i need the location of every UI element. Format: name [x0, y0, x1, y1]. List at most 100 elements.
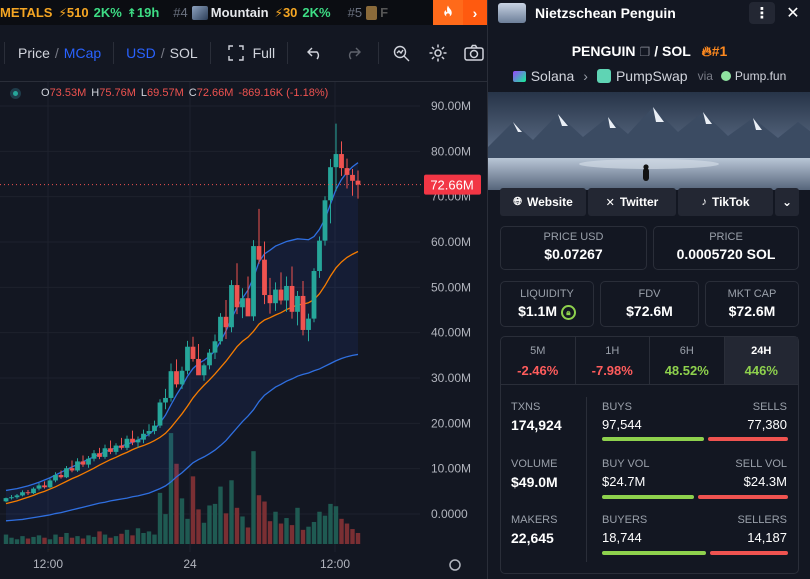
y-tick-label: 80.00M [431, 144, 471, 158]
volume-label: VOLUME [511, 458, 558, 470]
ticker-item-5[interactable]: #5 F [348, 5, 394, 20]
ticker-item-mountain[interactable]: #4 Mountain ⚡ 30 2K% [173, 5, 335, 20]
chart-canvas[interactable]: 90.00M80.00M70.00M60.00M50.00M40.00M30.0… [0, 82, 487, 579]
makers-label: MAKERS [511, 514, 558, 526]
candle-body [229, 285, 234, 328]
candle-body [163, 397, 168, 403]
tab-1h[interactable]: 1H -7.98% [576, 337, 650, 384]
volume-bar [328, 503, 333, 544]
fdv-value: $72.6M [626, 303, 673, 319]
candle-body [251, 246, 256, 317]
ticker-item-metals[interactable]: METALS ⚡ 510 2K% ↟ 19h [0, 5, 159, 20]
x-tick-label: 12:00 [33, 557, 63, 571]
usd-toggle[interactable]: USD [126, 45, 156, 61]
tab-label: 5M [530, 345, 546, 357]
more-options-icon[interactable]: ⋮ [749, 2, 775, 24]
ohlc-c-key: C [188, 87, 197, 99]
buy-vol-value: $24.7M [602, 474, 646, 489]
chart-settings-icon[interactable] [449, 559, 461, 571]
volume-bar [119, 533, 124, 544]
candle-body [119, 445, 124, 448]
visibility-icon[interactable] [10, 87, 21, 99]
close-icon[interactable]: ✕ [786, 5, 800, 22]
x-tick-label: 24 [183, 557, 197, 571]
token-thumbnail-icon [366, 5, 378, 20]
sell-vol-value: $24.3M [743, 474, 787, 489]
candle-body [306, 318, 311, 330]
website-button[interactable]: 🌐︎ Website [500, 188, 586, 216]
undo-icon[interactable] [302, 40, 328, 66]
lock-icon: 🔒︎ [560, 304, 576, 320]
dex-link[interactable]: PumpSwap [615, 68, 688, 84]
tab-5m[interactable]: 5M -2.46% [501, 337, 576, 384]
vwap-band-fill [6, 162, 358, 521]
chart-toolbar: Price / MCap USD / SOL Full [0, 25, 487, 82]
ohlc-low: 69.57M [147, 87, 184, 99]
chain-link[interactable]: Solana [530, 68, 575, 84]
volume-bar [174, 463, 179, 544]
solana-icon [512, 70, 526, 82]
volume-bar [240, 516, 245, 544]
candle-body [317, 240, 322, 272]
twitter-button[interactable]: ✕ Twitter [588, 188, 676, 216]
ticker-boost: 510 [66, 5, 89, 20]
twitter-label: Twitter [619, 195, 659, 209]
sells-bar [707, 437, 788, 441]
website-label: Website [527, 195, 573, 209]
candle-body [75, 461, 80, 471]
candle-body [256, 246, 262, 260]
buys-label: BUYS [602, 401, 632, 413]
ticker-boost: 30 [282, 5, 298, 20]
tiktok-button[interactable]: ♪ TikTok [678, 188, 773, 216]
liquidity-value: $1.1M 🔒︎ [501, 303, 593, 320]
launchpad-link[interactable]: Pump.fun [734, 69, 787, 83]
tab-6h[interactable]: 6H 48.52% [650, 337, 725, 384]
copy-icon[interactable]: ❐ [639, 45, 651, 59]
mcap-toggle[interactable]: MCap [63, 45, 102, 61]
ohlc-close: 72.66M [196, 87, 234, 99]
candle-body [311, 271, 317, 319]
volume-value: $49.0M [511, 474, 558, 490]
tab-24h[interactable]: 24H 446% [724, 337, 798, 384]
candle-body [234, 285, 240, 308]
chevron-down-icon[interactable]: ⌄ [775, 188, 799, 216]
divider [378, 42, 380, 64]
redo-icon[interactable] [340, 40, 366, 66]
divider [287, 42, 289, 64]
makers-value: 22,645 [511, 530, 554, 546]
buyers-bar [602, 551, 706, 555]
stats-card: 5M -2.46% 1H -7.98% 6H 48.52% 24H 446% TXNS … [500, 336, 799, 574]
volume-bar [322, 515, 328, 544]
y-tick-label: 60.00M [431, 235, 471, 249]
tab-change: 446% [744, 363, 778, 378]
sell-vol-label: SELL VOL [735, 458, 787, 470]
camera-icon[interactable] [461, 40, 487, 66]
current-price-badge [424, 174, 481, 195]
volume-bar [31, 536, 36, 544]
buyers-label: BUYERS [602, 514, 648, 526]
tab-change: -7.98% [591, 363, 633, 378]
candle-body [207, 352, 212, 366]
candle-body [36, 485, 42, 489]
y-tick-label: 30.00M [431, 371, 471, 385]
volume-bar [284, 518, 289, 544]
gear-icon[interactable] [425, 40, 451, 66]
price-toggle[interactable]: Price [18, 45, 50, 61]
volume-bar [25, 538, 31, 544]
candle-body [14, 495, 20, 498]
volume-bar [218, 486, 223, 544]
candle-body [3, 498, 9, 502]
mcap-label: MKT CAP [727, 288, 777, 300]
indicators-icon[interactable] [389, 40, 415, 66]
candle-body [196, 358, 201, 376]
trending-button[interactable]: › [433, 0, 487, 25]
fullscreen-icon[interactable] [223, 40, 249, 66]
candle-body [350, 174, 355, 181]
sol-toggle[interactable]: SOL [169, 45, 198, 61]
price-chart[interactable]: O 73.53M H 75.76M L 69.57M C 72.66M -869.16K… [0, 82, 487, 579]
candle-body [25, 492, 31, 494]
candle-body [267, 295, 273, 304]
volume-bar [36, 535, 42, 544]
slash: / [160, 45, 165, 61]
full-button[interactable]: Full [252, 45, 276, 61]
